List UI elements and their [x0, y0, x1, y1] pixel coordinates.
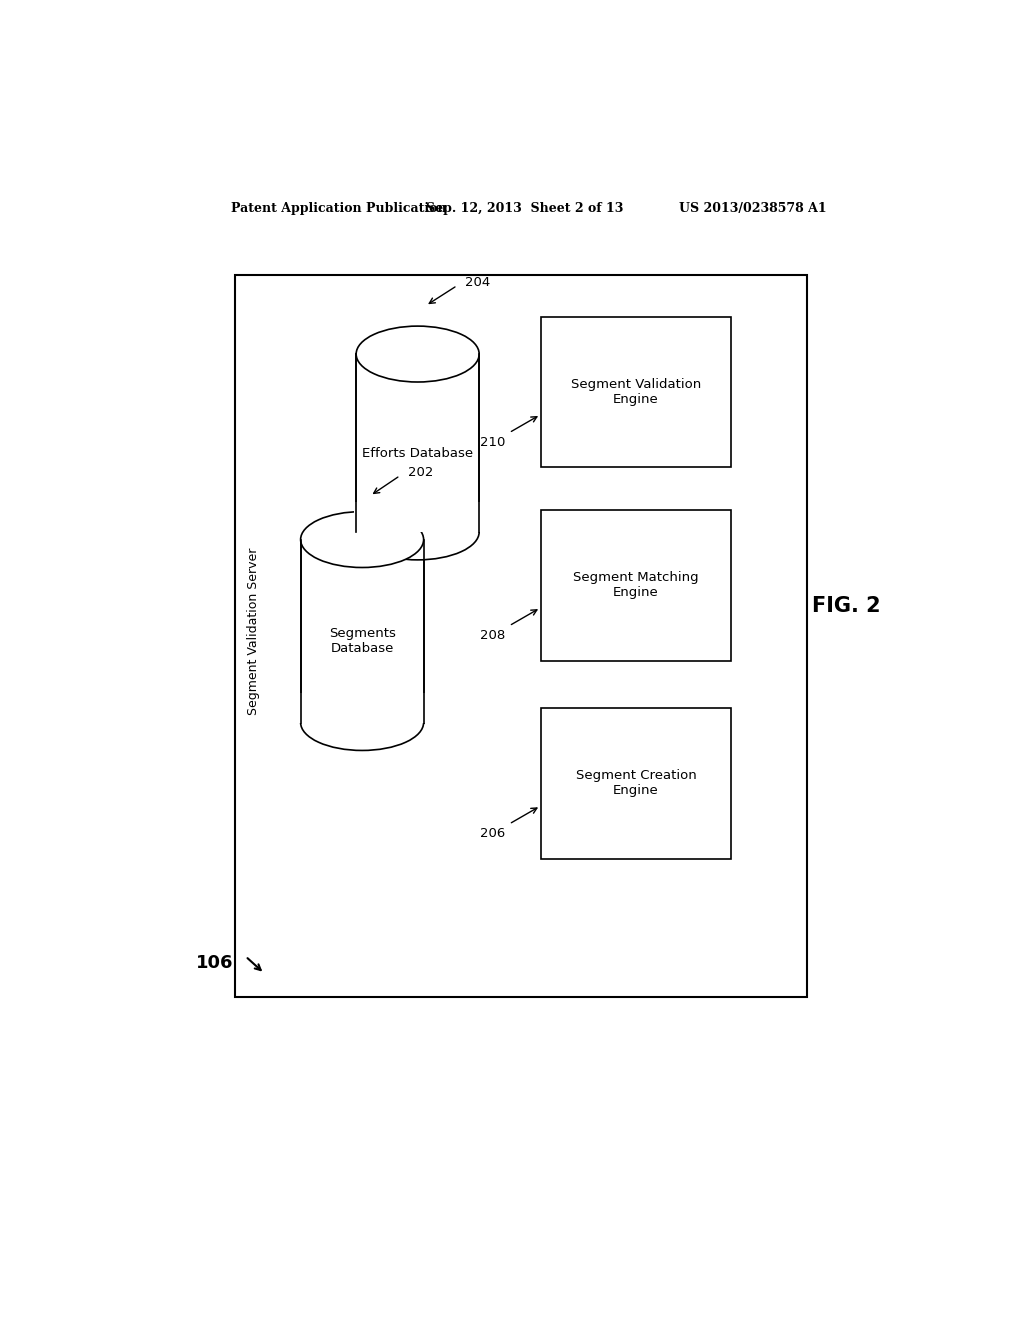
Text: US 2013/0238578 A1: US 2013/0238578 A1 — [679, 202, 826, 215]
Bar — [301, 540, 424, 722]
Text: Segment Matching
Engine: Segment Matching Engine — [573, 572, 698, 599]
Text: 204: 204 — [465, 276, 490, 289]
Text: Segment Validation
Engine: Segment Validation Engine — [570, 378, 701, 407]
Bar — [236, 276, 807, 997]
Text: Patent Application Publication: Patent Application Publication — [231, 202, 446, 215]
Bar — [541, 709, 731, 859]
Text: Sep. 12, 2013  Sheet 2 of 13: Sep. 12, 2013 Sheet 2 of 13 — [426, 202, 624, 215]
Bar — [298, 693, 426, 722]
Bar — [353, 502, 481, 532]
Bar — [356, 354, 479, 532]
Text: Segment Creation
Engine: Segment Creation Engine — [575, 770, 696, 797]
Ellipse shape — [301, 512, 424, 568]
Text: 106: 106 — [196, 954, 233, 973]
Text: 210: 210 — [479, 436, 505, 449]
Bar — [541, 317, 731, 467]
Text: Segments
Database: Segments Database — [329, 627, 395, 655]
Ellipse shape — [356, 326, 479, 381]
Ellipse shape — [356, 504, 479, 560]
Text: Segment Validation Server: Segment Validation Server — [247, 548, 260, 714]
Ellipse shape — [301, 694, 424, 751]
Text: 202: 202 — [409, 466, 433, 479]
Text: FIG. 2: FIG. 2 — [812, 595, 881, 615]
Text: 208: 208 — [479, 630, 505, 642]
Text: 206: 206 — [479, 828, 505, 841]
Bar — [541, 510, 731, 660]
Text: Efforts Database: Efforts Database — [362, 446, 473, 459]
